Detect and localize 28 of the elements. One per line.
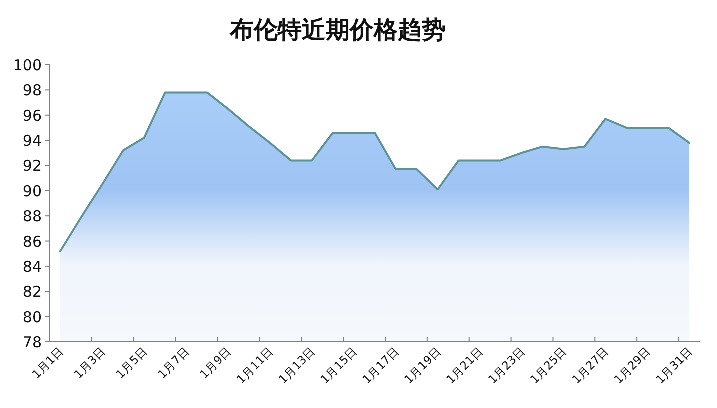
y-tick-label: 86 (22, 232, 42, 251)
x-tick-label: 1月27日 (569, 344, 612, 387)
y-tick-label: 80 (22, 308, 42, 326)
x-tick-label: 1月23日 (486, 344, 528, 387)
x-tick-label: 1月5日 (113, 344, 150, 382)
x-tick-label: 1月13日 (276, 344, 318, 387)
x-tick-label: 1月3日 (71, 344, 109, 382)
y-tick-label: 88 (22, 208, 42, 226)
x-tick-label: 1月25日 (527, 344, 570, 387)
y-tick-label: 96 (22, 106, 42, 125)
chart-title: 布伦特近期价格趋势 (229, 16, 446, 44)
x-tick-label: 1月7日 (155, 344, 192, 382)
y-tick-label: 100 (13, 56, 42, 74)
y-tick-label: 90 (22, 182, 42, 200)
y-tick-label: 82 (22, 283, 42, 302)
x-tick-label: 1月19日 (402, 344, 444, 387)
x-tick-label: 1月15日 (318, 344, 360, 387)
y-tick-label: 98 (22, 82, 42, 100)
y-tick-label: 78 (22, 334, 42, 352)
x-tick-label: 1月31日 (653, 344, 696, 387)
y-tick-label: 94 (22, 132, 42, 150)
y-tick-label: 92 (22, 157, 42, 176)
x-tick-label: 1月29日 (611, 344, 654, 387)
x-tick-label: 1月17日 (360, 344, 402, 387)
x-tick-label: 1月21日 (444, 344, 486, 387)
x-tick-label: 1月9日 (197, 344, 234, 382)
y-tick-label: 84 (22, 258, 42, 276)
x-tick-label: 1月11日 (234, 344, 276, 387)
